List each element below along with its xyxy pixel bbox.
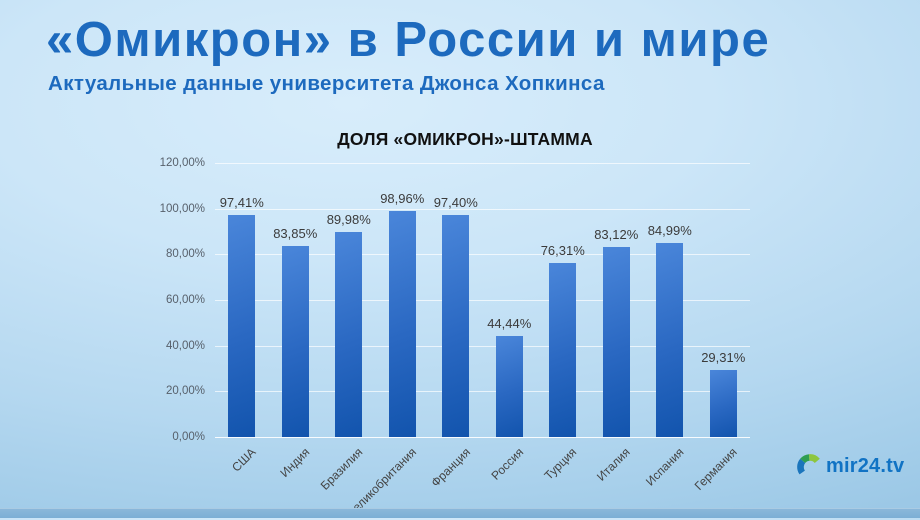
header: «Омикрон» в России и мире Актуальные дан… [46, 13, 771, 96]
bar-value-label: 44,44% [487, 315, 532, 331]
page-subtitle: Актуальные данные университета Джонса Хо… [48, 71, 605, 95]
bar [602, 247, 630, 437]
mir24-logo-text: mir24.tv [826, 455, 905, 477]
bar-value-label: 76,31% [540, 242, 585, 258]
gridline [215, 163, 750, 164]
bar [335, 231, 363, 437]
bar [709, 370, 737, 437]
bar [549, 262, 577, 437]
y-axis-label: 120,00% [159, 157, 205, 169]
bar-value-label: 97,41% [219, 194, 264, 210]
chart-title: ДОЛЯ «ОМИКРОН»-ШТАММА [337, 129, 593, 149]
bar-value-label: 97,40% [433, 194, 478, 210]
bar [656, 242, 684, 437]
x-axis-label: Турция [541, 445, 580, 483]
bar [442, 214, 470, 437]
bar-value-label: 84,99% [647, 222, 692, 238]
x-axis-label: Франция [427, 445, 473, 490]
x-axis-label: Россия [488, 445, 527, 483]
x-axis-label: Испания [643, 445, 687, 489]
x-axis-label: Индия [277, 445, 313, 480]
bar-value-label: 89,98% [326, 211, 371, 227]
bar [228, 214, 256, 437]
bar-value-label: 83,12% [594, 227, 639, 243]
bar-value-label: 83,85% [273, 225, 318, 241]
x-axis-label: Италия [594, 445, 634, 484]
page-title: «Омикрон» в России и мире [46, 13, 771, 67]
gridline [215, 345, 750, 347]
y-axis-label: 100,00% [159, 202, 205, 215]
y-axis-label: 0,00% [172, 431, 205, 443]
y-axis-label: 40,00% [165, 339, 205, 352]
x-axis-label: Германия [692, 445, 741, 493]
y-axis-label: 80,00% [165, 248, 205, 261]
y-axis: 0,00% 20,00% 40,00% 60,00% 80,00% 100,00% 120,… [132, 157, 205, 443]
bar [495, 335, 523, 437]
bar-value-label: 29,31% [701, 350, 746, 366]
gridline [215, 300, 750, 301]
plot-area: 97,41% США 83,85% Индия 89,98% Бразилия 98,96%… [215, 163, 750, 520]
gridline [215, 391, 750, 393]
y-axis-label: 60,00% [165, 294, 205, 306]
x-axis-label: США [229, 445, 259, 475]
mir24-logo: mir24.tv [796, 451, 904, 482]
bar [281, 245, 309, 437]
bar-value-label: 98,96% [380, 191, 425, 207]
bar [388, 211, 416, 437]
x-axis-label: Бразилия [317, 445, 366, 493]
gridline [215, 208, 750, 210]
x-axis-line [215, 437, 750, 438]
mir24-logo-arc-icon [797, 454, 820, 475]
bottom-strip [0, 508, 920, 518]
gridline [215, 254, 750, 256]
y-axis-label: 20,00% [165, 385, 205, 398]
